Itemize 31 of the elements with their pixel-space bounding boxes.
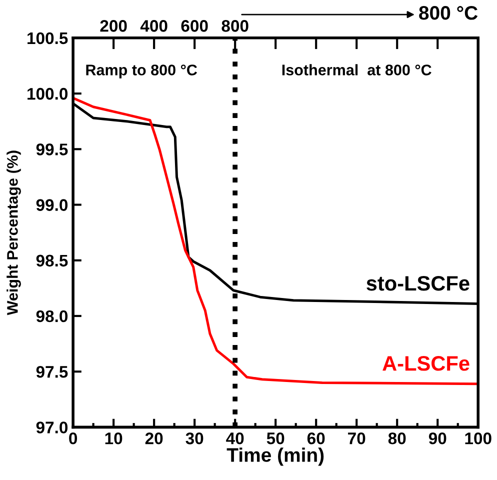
y-tick-label: 99.0 xyxy=(36,199,68,211)
y-tick-label: 98.0 xyxy=(36,310,68,322)
y-tick-label: 99.5 xyxy=(36,144,68,156)
x-tick-label: 0 xyxy=(69,432,78,444)
y-tick-label: 100.5 xyxy=(28,32,68,44)
x-tick-label: 90 xyxy=(428,432,446,444)
line-series xyxy=(73,96,478,386)
x2-tick-label: 400 xyxy=(140,20,168,32)
annotation: Ramp to 800 °C xyxy=(86,64,198,78)
x2-tick-label: 200 xyxy=(100,20,127,32)
x-tick-label: 50 xyxy=(266,432,284,444)
y-tick-label: 100.0 xyxy=(28,88,68,100)
x-tick-label: 20 xyxy=(145,432,163,444)
x-tick-label: 80 xyxy=(388,432,406,444)
text: 800 °C xyxy=(419,6,478,20)
x2-tick-label: 600 xyxy=(181,20,208,32)
y-tick-label: 97.0 xyxy=(36,422,68,434)
x-tick-label: 30 xyxy=(186,432,204,444)
y-tick-label: 97.5 xyxy=(36,366,68,378)
x-tick-label: 70 xyxy=(348,432,366,444)
y-tick-label: 98.5 xyxy=(36,254,68,267)
x-tick-label: 60 xyxy=(307,432,325,444)
x-tick-label: 40 xyxy=(226,432,244,444)
x2-tick-label: 800 xyxy=(222,20,248,32)
x-axis-title: Time (min) xyxy=(226,448,324,466)
x-tick-label: 100 xyxy=(465,432,492,444)
annotation: Isothermal at 800 °C xyxy=(282,64,432,76)
x-tick-label: 10 xyxy=(105,432,122,444)
series-label: A-LSCFe xyxy=(382,356,470,371)
y-axis-title: Weight Percentage (%) xyxy=(6,150,21,316)
series-label: sto-LSCFe xyxy=(366,276,470,291)
